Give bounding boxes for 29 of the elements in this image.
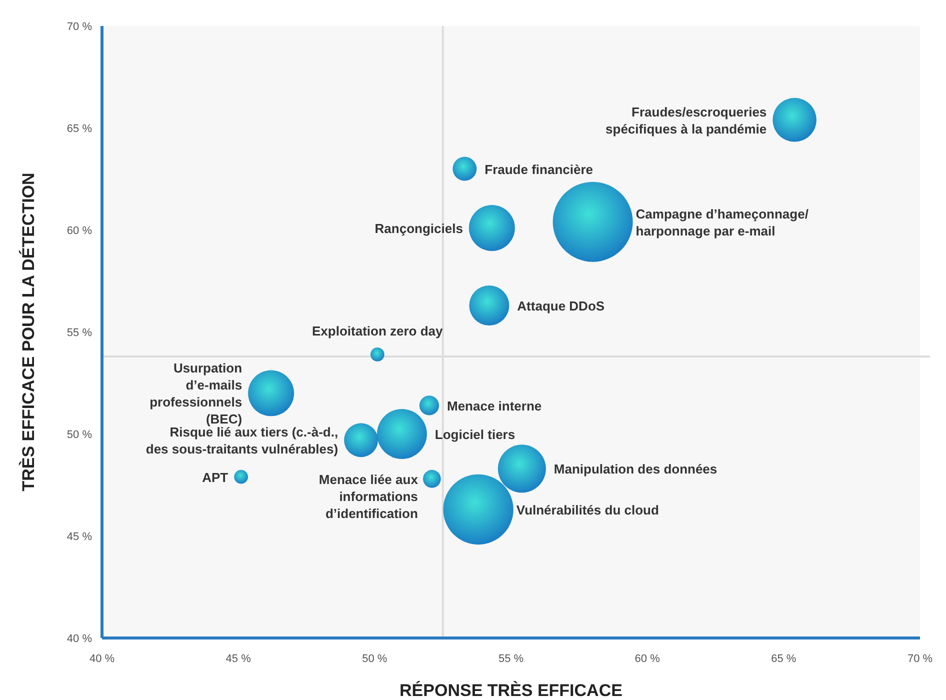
annotation: Attaque DDoS [517,298,605,314]
annotation: Menace interne [447,398,542,414]
y-tick-label: 60 % [66,225,92,237]
annotation: APT [202,470,228,485]
annotation: Fraudes/escroqueries spécifiques à la pandémie [606,104,767,136]
annotation: Menace liée aux informations d’identification [318,472,419,521]
y-tick-label: 50 % [66,429,92,441]
annotation: Campagne d’hameçonnage/ harponnage par e-mail [636,206,809,238]
annotation: Vulnérabilités du cloud [516,502,659,518]
x-tick-label: 70 % [907,653,933,665]
y-tick-label: 65 % [66,123,92,135]
y-tick-label: 55 % [66,327,92,339]
x-tick-label: 60 % [634,653,660,665]
x-tick-label: 40 % [89,653,115,665]
x-tick-label: 65 % [771,653,796,665]
annotation: Manipulation des données [554,462,718,477]
x-tick-label: 45 % [226,653,252,665]
y-tick-label: 70 % [66,21,92,33]
annotation: Rançongiciels [374,220,463,236]
y-axis-title: TRÈS EFFICACE POUR LA DÉTECTION [18,172,38,492]
y-tick-label: 40 % [66,633,92,645]
x-axis-title: RÉPONSE TRÈS EFFICACE [400,680,622,700]
x-tick-label: 55 % [498,653,524,665]
annotation: Usurpation d’e-mails professionnels (BEC) [150,360,242,427]
annotation: Logiciel tiers [434,427,516,442]
y-tick-label: 45 % [66,531,92,543]
annotation: Fraude financière [484,162,594,177]
annotation: Exploitation zero day [312,324,444,339]
x-tick-label: 50 % [362,653,388,665]
